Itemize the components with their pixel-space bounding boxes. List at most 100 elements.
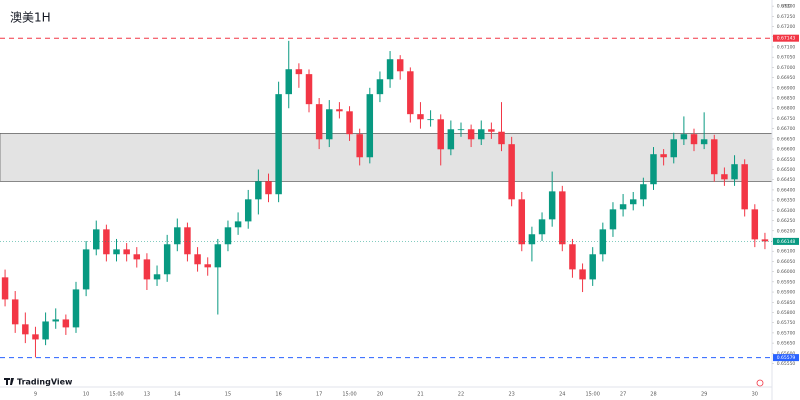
y-tick-label: 0.66100 (777, 249, 796, 255)
chart-title: 澳美1H (10, 11, 51, 25)
brand-name: TradingView (17, 378, 73, 387)
price-level-label: 0.65579 (777, 355, 796, 361)
y-tick-label: 0.65600 (777, 351, 796, 357)
y-tick-label: 0.66350 (777, 198, 796, 204)
candle-body (82, 249, 90, 290)
candle-body (93, 229, 100, 250)
y-tick-label: 0.65900 (777, 290, 796, 296)
candle-body (690, 134, 698, 145)
candle-body (619, 204, 627, 210)
x-tick-label: 20 (377, 392, 383, 398)
plot-layer (0, 40, 773, 358)
x-tick-label: 23 (508, 392, 514, 398)
x-tick-label: 15 (225, 392, 231, 398)
x-tick-label: 21 (417, 392, 423, 398)
last-price-label: 0.66148 (777, 239, 796, 245)
candle-body (224, 227, 232, 245)
candle-body (569, 244, 576, 270)
y-tick-label: 0.66500 (777, 167, 796, 173)
candle-body (234, 221, 242, 228)
candle-body (214, 244, 222, 268)
candle-body (478, 129, 485, 140)
candle-body (153, 274, 161, 280)
y-tick-label: 0.65950 (777, 279, 796, 285)
price-level-tag (773, 354, 799, 362)
y-tick-label: 0.66850 (777, 96, 796, 102)
y-tick-label: 0.66600 (777, 147, 796, 153)
candle-body (123, 249, 130, 255)
x-tick-label: 15:00 (342, 392, 356, 398)
y-tick-label: 0.67250 (777, 14, 796, 20)
y-tick-label: 0.67100 (777, 44, 796, 50)
x-tick-label: 29 (701, 392, 707, 398)
candle-body (163, 244, 171, 275)
y-tick-label: 0.66400 (777, 187, 796, 193)
y-tick-label: 0.66250 (777, 218, 796, 224)
candle-body (326, 109, 333, 140)
candle-body (305, 74, 313, 105)
candle-body (366, 94, 374, 158)
candle-body (72, 289, 80, 328)
candle-body (386, 59, 394, 80)
candle-body (32, 334, 39, 340)
candle-body (22, 324, 29, 335)
y-tick-label: 0.66750 (777, 116, 796, 122)
candle-body (417, 114, 424, 120)
x-tick-label: 16 (275, 392, 281, 398)
candle-body (407, 71, 414, 115)
candle-body (589, 254, 596, 280)
y-tick-label: 0.66000 (777, 269, 796, 275)
candle-body (741, 164, 748, 210)
candle-body (640, 184, 647, 200)
candle-body (295, 69, 303, 75)
candle-body (52, 319, 59, 322)
candle-body (265, 181, 272, 195)
candle-body (731, 164, 738, 180)
y-tick-label: 0.66800 (777, 106, 796, 112)
candle-body (751, 209, 759, 240)
y-tick-label: 0.66200 (777, 228, 796, 234)
y-tick-label: 0.67050 (777, 55, 796, 61)
candle-body (285, 69, 292, 95)
candle-body (538, 219, 546, 235)
alert-icon[interactable] (756, 379, 764, 387)
candle-body (508, 144, 515, 200)
x-tick-label: 13 (144, 392, 150, 398)
y-tick-label: 0.67200 (777, 24, 796, 30)
candle-body (559, 191, 566, 245)
candle-body (660, 154, 667, 158)
candle-body (103, 229, 110, 255)
candle-body (721, 174, 728, 180)
y-tick-label: 0.65650 (777, 341, 796, 347)
candle-body (427, 119, 434, 121)
candle-body (42, 321, 49, 340)
candle-body (1, 277, 9, 300)
y-tick-label: 0.66050 (777, 259, 796, 265)
x-tick-label: 10 (83, 392, 89, 398)
candle-body (143, 259, 151, 280)
y-tick-label: 0.65800 (777, 310, 796, 316)
x-tick-label: 14 (174, 392, 180, 398)
candle-body (62, 319, 70, 328)
currency: USD (781, 4, 791, 10)
logo-icon (4, 378, 14, 385)
y-tick-label: 0.66700 (777, 126, 796, 132)
y-tick-label: 0.66550 (777, 157, 796, 163)
last-price-tag (773, 237, 799, 245)
candle-body (761, 239, 769, 242)
x-tick-label: 22 (458, 392, 464, 398)
candle-body (488, 129, 495, 132)
candle-body (467, 129, 475, 140)
y-tick-label: 0.66900 (777, 85, 796, 91)
y-tick-label: 0.65750 (777, 320, 796, 326)
candle-body (113, 249, 120, 255)
candle-body (204, 264, 211, 268)
x-tick-label: 27 (620, 392, 626, 398)
y-tick-label: 0.66950 (777, 75, 796, 81)
x-tick-label: 15:00 (585, 392, 599, 398)
candle-body (498, 131, 505, 145)
candle-body (244, 199, 252, 222)
x-tick-label: 9 (34, 392, 37, 398)
candle-body (194, 254, 201, 265)
y-tick-label: 0.67000 (777, 65, 796, 71)
